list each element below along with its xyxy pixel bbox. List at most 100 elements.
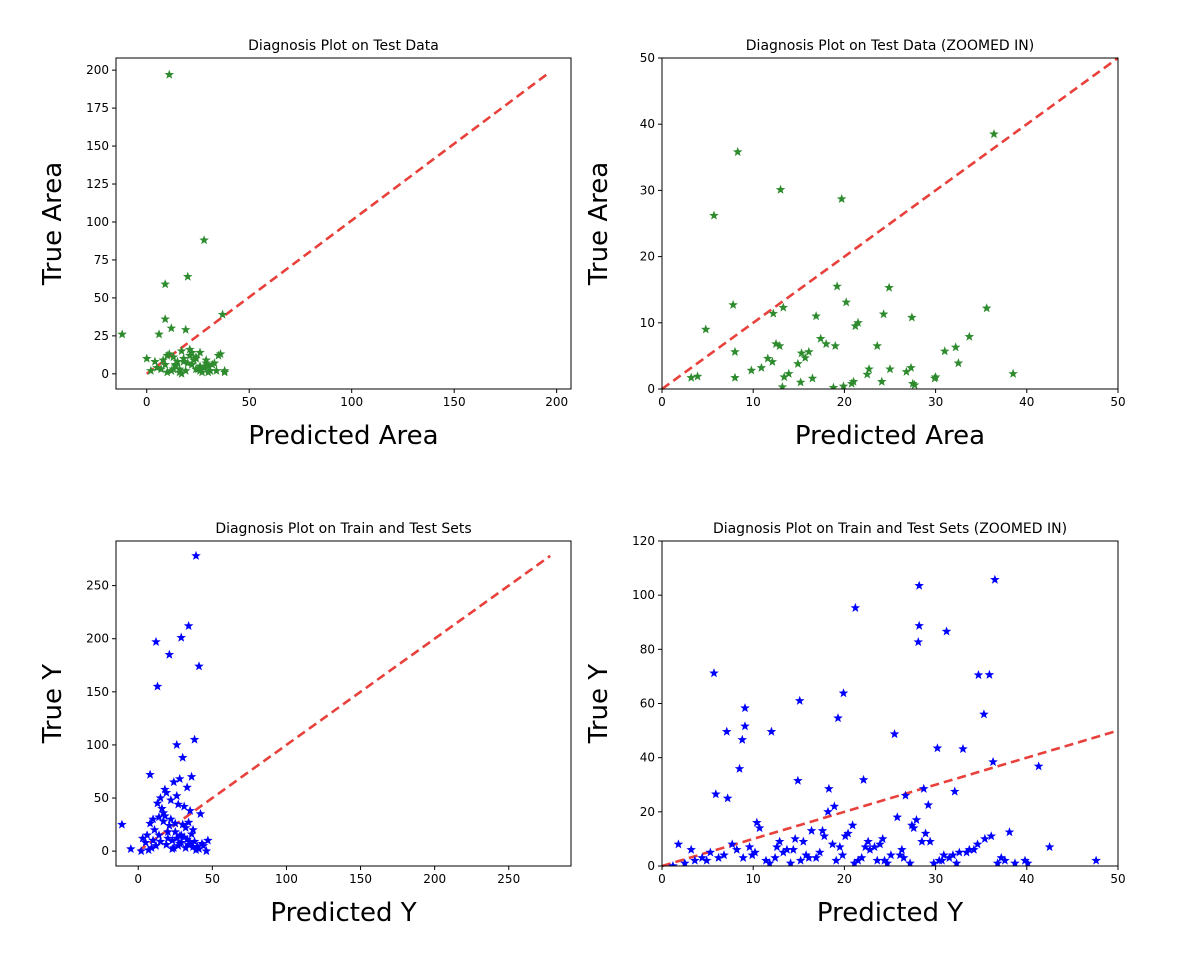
- data-point: [879, 855, 890, 865]
- data-point: [835, 842, 845, 852]
- data-point: [151, 636, 161, 646]
- data-point: [180, 324, 191, 334]
- data-point: [161, 839, 172, 849]
- data-point: [174, 773, 185, 783]
- y-axis-label: True Y: [38, 664, 68, 744]
- y-axis-label: True Y: [584, 664, 614, 744]
- plot-frame: [115, 540, 572, 867]
- reference-line: [661, 729, 1119, 868]
- data-point: [713, 852, 724, 862]
- data-point: [193, 364, 203, 374]
- data-point: [782, 844, 792, 854]
- x-tick-label: 50: [242, 395, 257, 409]
- data-point: [833, 713, 843, 723]
- data-point: [148, 814, 158, 824]
- data-point: [804, 852, 814, 862]
- data-point: [158, 816, 169, 826]
- y-axis-label: True Area: [584, 162, 614, 286]
- y-tick-label: 175: [86, 101, 109, 115]
- data-point: [848, 376, 859, 386]
- data-point: [908, 378, 918, 388]
- data-point: [950, 342, 961, 352]
- data-point: [183, 817, 194, 827]
- chart-title: Diagnosis Plot on Train and Test Sets: [215, 521, 471, 537]
- data-point: [914, 620, 924, 630]
- data-point: [160, 784, 170, 794]
- data-point: [1000, 855, 1010, 865]
- data-point: [151, 840, 161, 850]
- data-point: [756, 362, 767, 372]
- data-point: [986, 831, 996, 841]
- data-point: [195, 361, 205, 371]
- data-point: [853, 317, 863, 327]
- data-point: [752, 817, 762, 827]
- data-point: [872, 340, 882, 351]
- data-point: [166, 814, 176, 824]
- data-point: [843, 828, 853, 838]
- data-point: [117, 819, 127, 829]
- data-point: [750, 847, 760, 857]
- plot-frame: [661, 57, 1119, 390]
- data-point: [164, 649, 175, 659]
- data-point: [885, 364, 895, 374]
- y-tick-label: 100: [86, 738, 109, 752]
- data-point: [732, 147, 743, 157]
- data-point: [858, 774, 869, 784]
- data-point: [176, 632, 186, 642]
- data-point: [201, 358, 211, 368]
- data-point: [155, 793, 166, 803]
- data-point: [777, 382, 788, 389]
- data-point: [830, 340, 841, 351]
- data-point: [719, 850, 729, 860]
- data-point: [746, 365, 757, 375]
- y-tick-label: 0: [647, 859, 655, 873]
- data-point: [793, 358, 803, 368]
- data-point: [958, 744, 968, 754]
- x-tick-label: 10: [746, 872, 761, 886]
- data-point: [821, 338, 831, 349]
- data-point: [877, 376, 887, 386]
- x-tick-label: 200: [545, 395, 568, 409]
- data-point: [951, 858, 962, 866]
- x-tick-label: 100: [340, 395, 363, 409]
- data-point: [722, 726, 732, 736]
- data-point: [900, 790, 911, 800]
- data-point: [1020, 855, 1030, 865]
- data-point: [795, 377, 806, 387]
- data-point: [886, 850, 896, 860]
- y-tick-label: 0: [101, 844, 109, 858]
- data-point: [847, 820, 858, 830]
- data-point: [1044, 842, 1055, 852]
- data-point: [170, 818, 181, 828]
- points-group: [117, 69, 230, 378]
- data-point: [877, 833, 888, 843]
- data-point: [701, 855, 712, 865]
- data-point: [166, 795, 176, 805]
- data-point: [811, 311, 821, 321]
- data-point: [832, 281, 842, 291]
- data-point: [168, 352, 179, 362]
- data-point: [194, 661, 204, 671]
- data-point: [219, 367, 230, 377]
- data-point: [730, 346, 740, 356]
- data-point: [711, 789, 721, 799]
- points-group: [686, 129, 1018, 389]
- data-point: [937, 855, 947, 865]
- data-point: [996, 852, 1007, 862]
- data-point: [800, 352, 810, 362]
- data-point: [686, 844, 696, 854]
- data-point: [898, 852, 909, 862]
- data-point: [744, 842, 755, 852]
- data-point: [172, 833, 182, 843]
- data-point: [850, 321, 861, 331]
- data-point: [829, 801, 840, 811]
- data-point: [191, 550, 201, 560]
- data-point: [709, 210, 719, 220]
- x-tick-label: 20: [837, 872, 852, 886]
- data-point: [882, 858, 893, 866]
- data-point: [149, 824, 160, 834]
- x-axis-label: Predicted Area: [248, 421, 438, 451]
